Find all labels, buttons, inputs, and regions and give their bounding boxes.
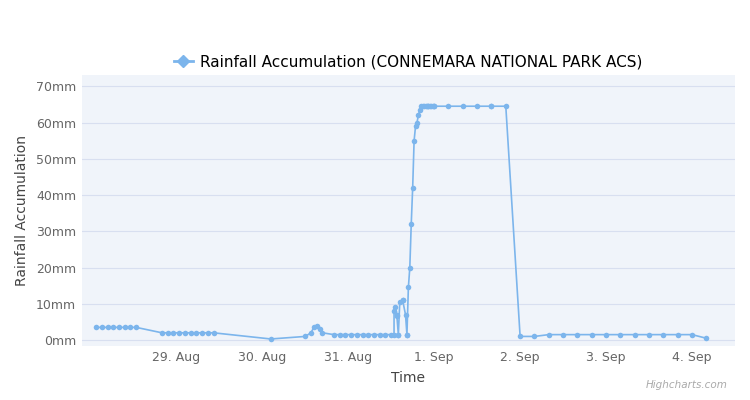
Y-axis label: Rainfall Accumulation: Rainfall Accumulation (15, 135, 29, 286)
X-axis label: Time: Time (392, 371, 425, 385)
Legend: Rainfall Accumulation (CONNEMARA NATIONAL PARK ACS): Rainfall Accumulation (CONNEMARA NATIONA… (168, 48, 649, 75)
Text: Highcharts.com: Highcharts.com (646, 380, 728, 390)
